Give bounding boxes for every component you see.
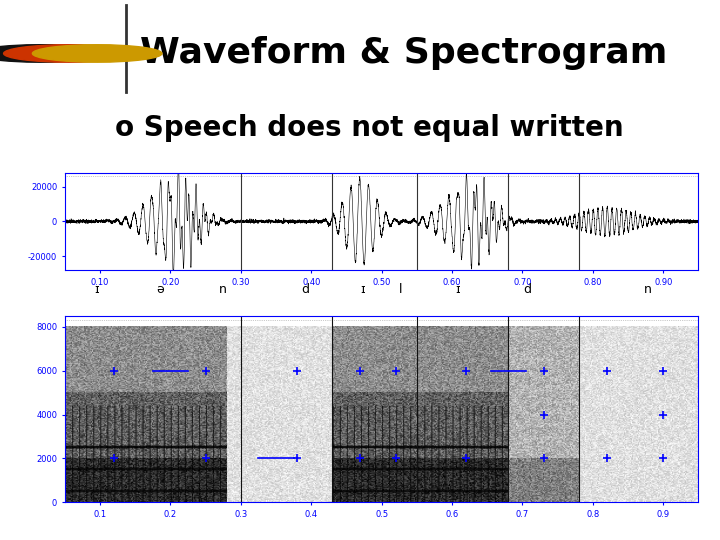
Text: d: d <box>302 283 310 296</box>
Text: ɪ: ɪ <box>455 283 460 296</box>
Text: ɪ: ɪ <box>360 283 365 296</box>
Text: l: l <box>399 283 402 296</box>
Text: Waveform & Spectrogram: Waveform & Spectrogram <box>140 37 667 70</box>
Text: n: n <box>644 283 652 296</box>
Text: o Speech does not equal written: o Speech does not equal written <box>115 114 624 142</box>
Text: ə: ə <box>156 283 163 296</box>
Circle shape <box>32 45 162 62</box>
Text: ɪ: ɪ <box>94 283 99 296</box>
Text: n: n <box>220 283 227 296</box>
Circle shape <box>4 45 133 62</box>
Text: d: d <box>523 283 531 296</box>
Circle shape <box>0 45 104 62</box>
